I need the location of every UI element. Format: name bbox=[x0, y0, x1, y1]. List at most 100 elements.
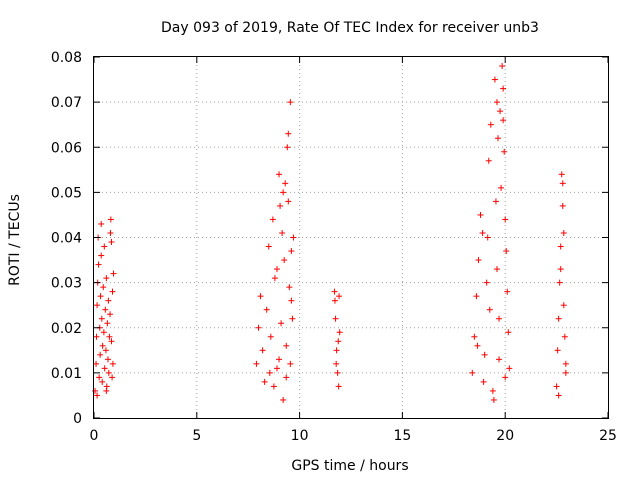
data-point bbox=[259, 347, 266, 354]
data-point bbox=[281, 257, 288, 264]
data-point bbox=[333, 347, 340, 354]
data-point bbox=[101, 243, 108, 250]
data-point bbox=[97, 293, 104, 300]
data-point bbox=[285, 130, 292, 137]
data-point bbox=[495, 135, 502, 142]
data-point bbox=[289, 315, 296, 322]
data-point bbox=[484, 234, 491, 241]
data-point bbox=[500, 85, 507, 92]
x-tick-label: 10 bbox=[291, 428, 309, 444]
data-point bbox=[335, 383, 342, 390]
data-point bbox=[500, 117, 507, 124]
data-point bbox=[103, 387, 110, 394]
data-point bbox=[267, 333, 274, 340]
data-point bbox=[283, 374, 290, 381]
data-point bbox=[559, 202, 566, 209]
data-point bbox=[553, 383, 560, 390]
data-point bbox=[497, 108, 504, 115]
data-point bbox=[263, 306, 270, 313]
axis-ticks: 0 5 10 15 20 25 0 0.01 0.02 0.03 0.04 0.05 0.06 0.07 0… bbox=[51, 50, 617, 444]
data-point bbox=[266, 369, 273, 376]
data-point bbox=[282, 180, 289, 187]
data-point bbox=[102, 306, 109, 313]
data-point bbox=[109, 360, 116, 367]
data-point bbox=[104, 320, 111, 327]
data-point bbox=[102, 347, 109, 354]
data-point bbox=[107, 216, 114, 223]
data-point bbox=[105, 369, 112, 376]
data-point bbox=[98, 220, 105, 227]
data-point bbox=[481, 351, 488, 358]
data-point bbox=[486, 306, 493, 313]
y-tick-label: 0.01 bbox=[51, 366, 82, 382]
data-point bbox=[109, 374, 116, 381]
x-tick-label: 20 bbox=[496, 428, 514, 444]
data-point bbox=[557, 266, 564, 273]
x-tick-label: 25 bbox=[599, 428, 617, 444]
data-points bbox=[92, 63, 569, 403]
x-axis-label: GPS time / hours bbox=[291, 458, 408, 474]
data-point bbox=[469, 369, 476, 376]
data-point bbox=[107, 229, 114, 236]
data-point bbox=[96, 374, 103, 381]
data-point bbox=[485, 157, 492, 164]
data-point bbox=[255, 324, 262, 331]
data-point bbox=[276, 356, 283, 363]
data-point bbox=[271, 275, 278, 282]
data-point bbox=[98, 252, 105, 259]
data-point bbox=[106, 333, 113, 340]
data-point bbox=[335, 338, 342, 345]
data-point bbox=[496, 356, 503, 363]
data-point bbox=[506, 365, 513, 372]
data-point bbox=[336, 329, 343, 336]
data-point bbox=[108, 239, 115, 246]
data-point bbox=[499, 63, 506, 70]
y-tick-label: 0.05 bbox=[51, 185, 82, 201]
data-point bbox=[288, 248, 295, 255]
data-point bbox=[107, 311, 114, 318]
data-point bbox=[473, 293, 480, 300]
data-point bbox=[493, 99, 500, 106]
data-point bbox=[93, 333, 100, 340]
data-point bbox=[284, 144, 291, 151]
data-point bbox=[105, 297, 112, 304]
data-point bbox=[558, 171, 565, 178]
data-point bbox=[280, 189, 287, 196]
data-point bbox=[561, 333, 568, 340]
plot-frame bbox=[93, 56, 609, 419]
data-point bbox=[261, 378, 268, 385]
data-point bbox=[503, 248, 510, 255]
data-point bbox=[475, 257, 482, 264]
data-point bbox=[273, 365, 280, 372]
data-point bbox=[560, 229, 567, 236]
data-point bbox=[490, 396, 497, 403]
data-point bbox=[279, 229, 286, 236]
data-point bbox=[501, 148, 508, 155]
data-point bbox=[104, 356, 111, 363]
data-point bbox=[502, 374, 509, 381]
data-point bbox=[334, 369, 341, 376]
data-point bbox=[287, 99, 294, 106]
data-point bbox=[505, 329, 512, 336]
data-point bbox=[110, 270, 117, 277]
y-axis-label: ROTI / TECUs bbox=[7, 194, 23, 286]
data-point bbox=[253, 360, 260, 367]
y-tick-label: 0.07 bbox=[51, 95, 82, 111]
data-point bbox=[257, 293, 264, 300]
data-point bbox=[100, 329, 107, 336]
chart-title: Day 093 of 2019, Rate Of TEC Index for r… bbox=[161, 20, 539, 36]
data-point bbox=[100, 284, 107, 291]
y-tick-label: 0.02 bbox=[51, 321, 82, 337]
data-point bbox=[336, 293, 343, 300]
data-point bbox=[331, 297, 338, 304]
data-point bbox=[276, 171, 283, 178]
grid bbox=[94, 57, 608, 418]
data-point bbox=[502, 216, 509, 223]
data-point bbox=[332, 315, 339, 322]
data-point bbox=[285, 198, 292, 205]
data-point bbox=[101, 365, 108, 372]
data-point bbox=[331, 288, 338, 295]
y-tick-label: 0.08 bbox=[51, 50, 82, 66]
data-point bbox=[504, 288, 511, 295]
